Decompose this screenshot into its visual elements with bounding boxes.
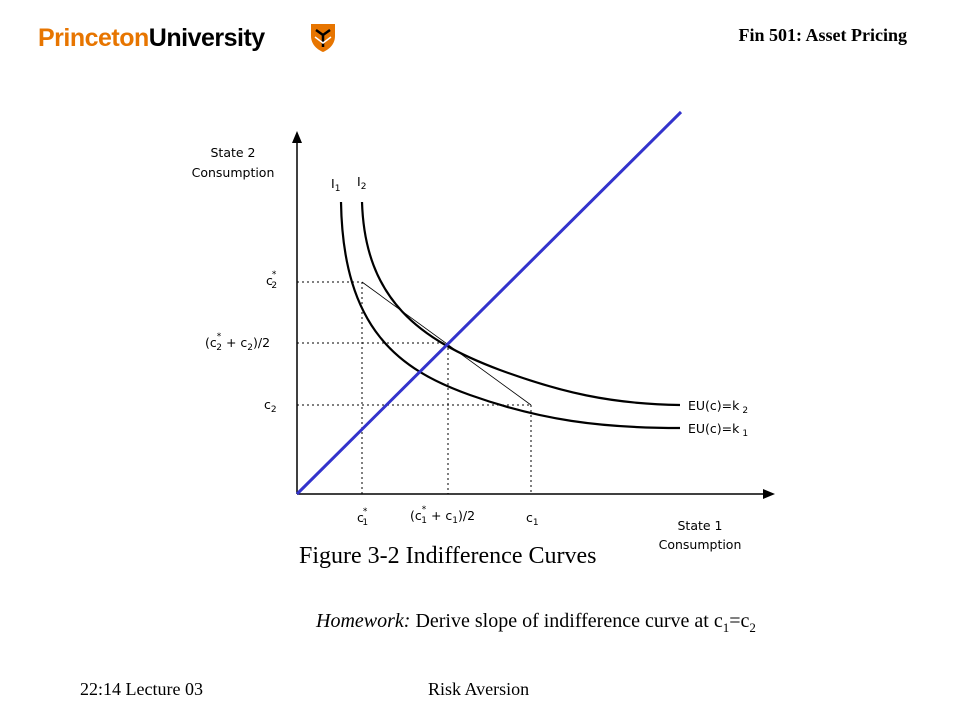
curve-label-i1: I1 <box>331 176 340 194</box>
x-axis-label-line2: Consumption <box>659 537 742 552</box>
x-tick-c1-star: c* 1 <box>357 507 368 528</box>
course-title: Fin 501: Asset Pricing <box>738 25 908 45</box>
footer-topic: Risk Aversion <box>428 679 530 699</box>
homework-sub2: 2 <box>749 620 756 635</box>
certainty-line <box>295 110 683 496</box>
y-tick-average: (c* 2 + c2)/2 <box>205 332 270 353</box>
logo-princeton-word: Princeton <box>38 24 149 52</box>
logo-university-word: University <box>148 24 265 52</box>
homework-text: Derive slope of indifference curve at c <box>410 610 723 632</box>
figure-caption: Figure 3-2 Indifference Curves <box>299 543 597 569</box>
homework-label: Homework: <box>316 610 411 632</box>
curve-eq-k1: EU(c)=k 1 <box>688 421 748 439</box>
x-tick-average: (c* 1 + c1)/2 <box>410 505 475 526</box>
curve-eq-k2: EU(c)=k 2 <box>688 398 748 416</box>
princeton-logo: PrincetonUniversity <box>38 24 265 53</box>
curve-label-i2: I2 <box>357 174 366 192</box>
homework-eq: =c <box>729 610 750 632</box>
indifference-curve-i1 <box>339 201 681 430</box>
princeton-shield-icon <box>311 24 335 52</box>
y-axis-arrow <box>292 131 302 143</box>
indifference-curve-i2 <box>360 201 681 407</box>
x-axis-arrow <box>763 489 775 499</box>
footer-lecture: 22:14 Lecture 03 <box>80 679 203 699</box>
y-axis-label-line1: State 2 <box>210 145 255 160</box>
y-tick-c2-star: c* 2 <box>266 270 277 291</box>
x-axis-label-line1: State 1 <box>677 518 722 533</box>
homework-note: Homework: Derive slope of indifference c… <box>316 610 756 636</box>
y-axis-label-line2: Consumption <box>192 165 275 180</box>
y-tick-c2: c2 <box>264 397 277 415</box>
homework-sub1: 1 <box>722 620 730 635</box>
x-tick-c1: c1 <box>526 510 539 528</box>
